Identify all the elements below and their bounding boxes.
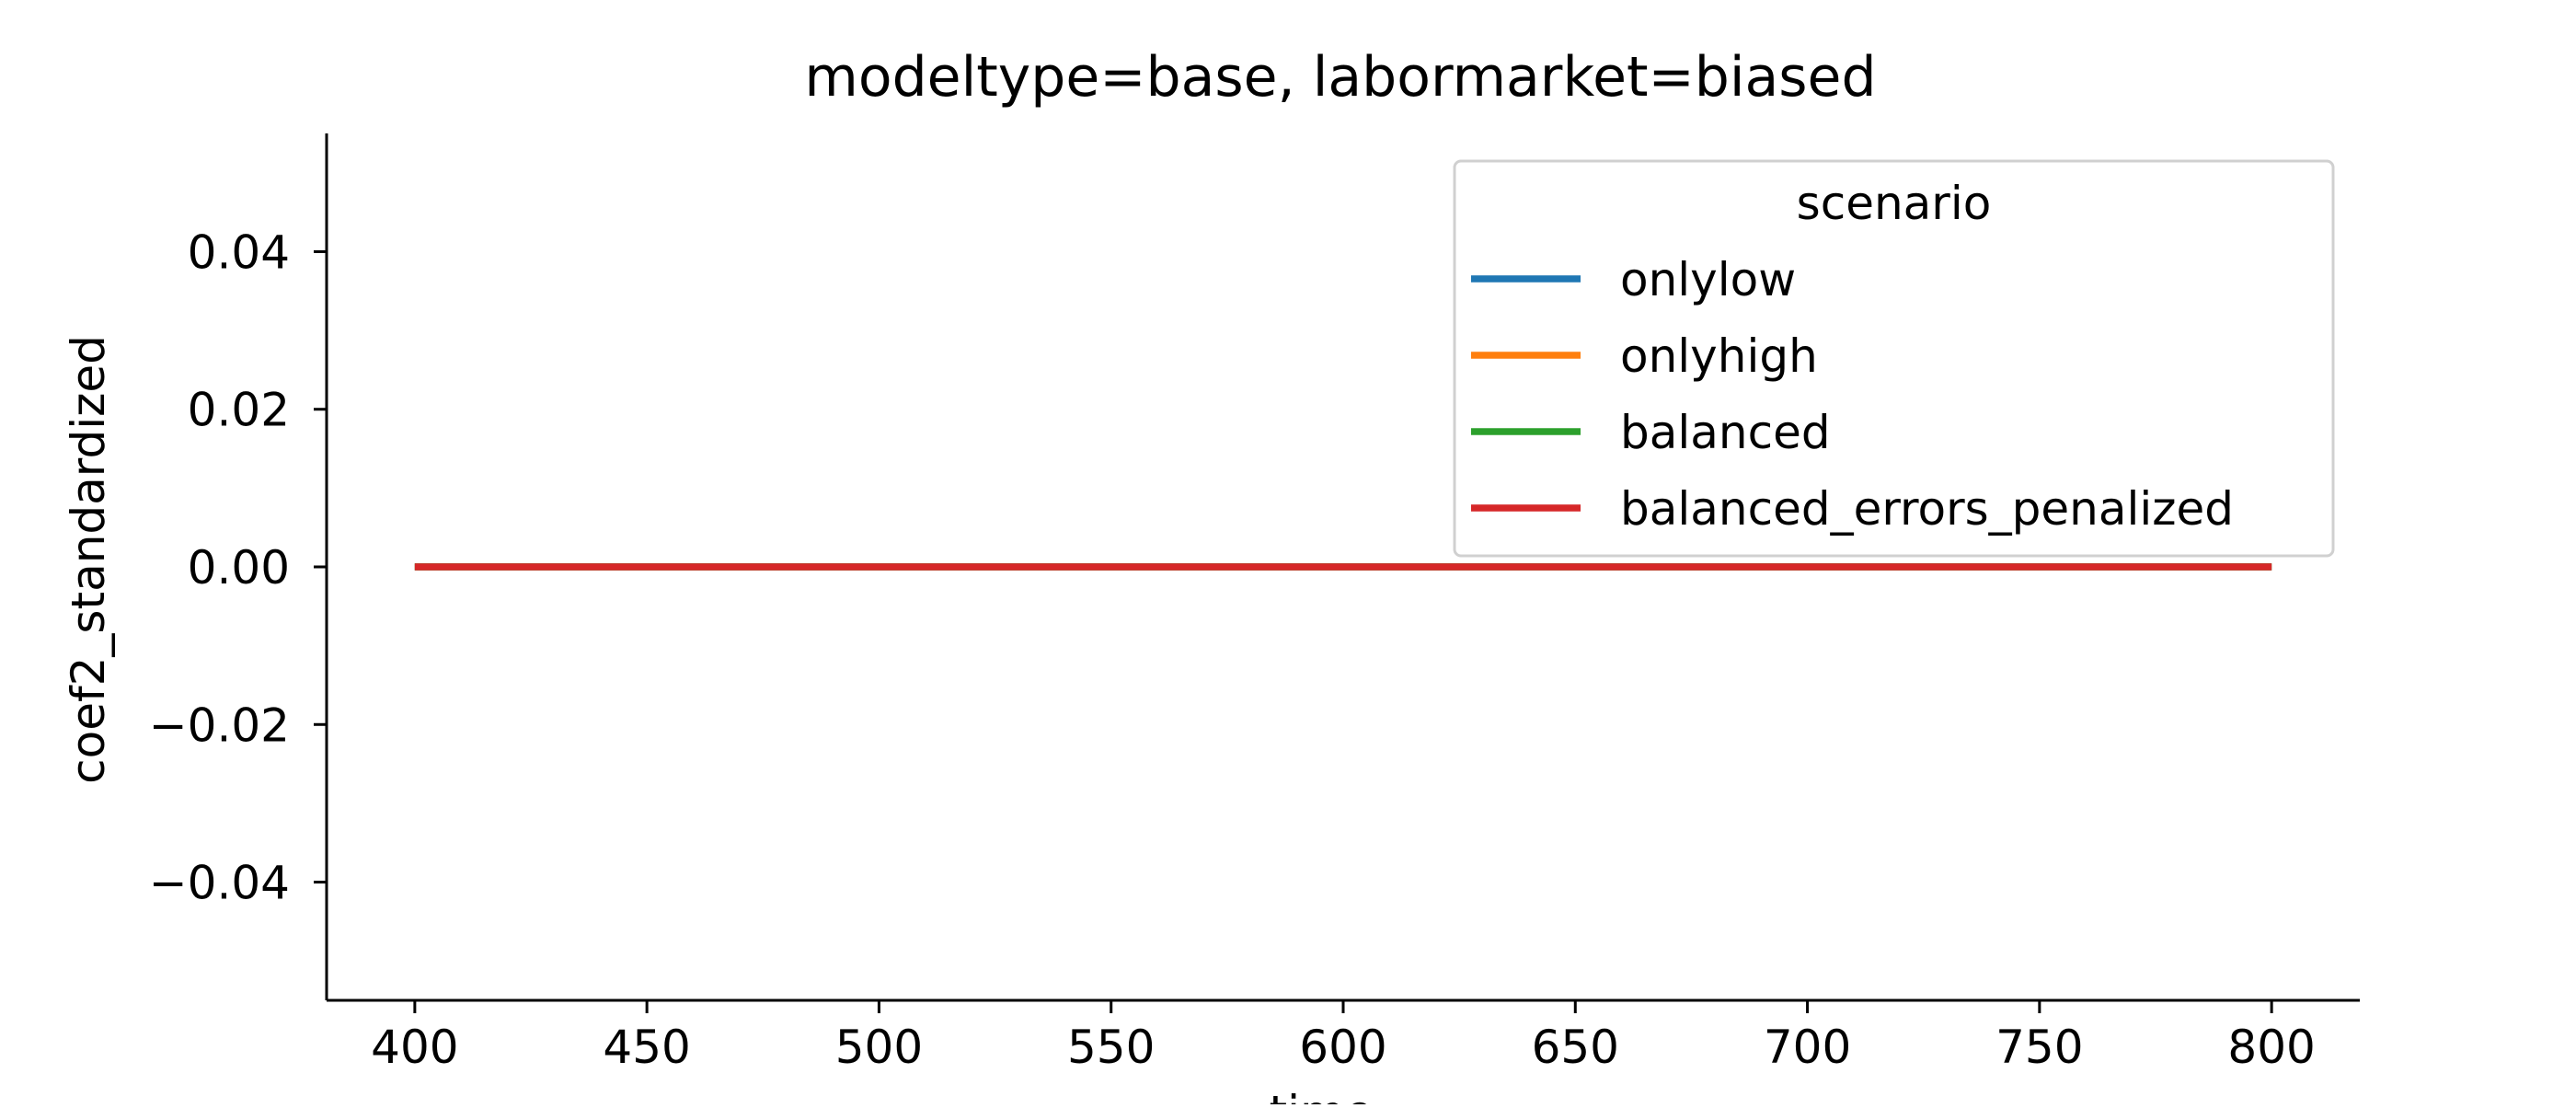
- legend-label-balanced: balanced: [1620, 406, 1831, 459]
- chart-title: modeltype=base, labormarket=biased: [804, 45, 1876, 110]
- x-tick-label: 750: [1995, 1021, 2083, 1074]
- x-tick-label: 550: [1067, 1021, 1155, 1074]
- plot-area: 400 450 500 550 600 650 700 750 800 0.04 0.02 0.00 −…: [149, 133, 2360, 1074]
- x-tick-label: 800: [2227, 1021, 2315, 1074]
- y-tick-label: 0.04: [188, 225, 290, 279]
- y-tick-label: 0.02: [188, 384, 290, 437]
- x-tick-label: 400: [371, 1021, 458, 1074]
- x-tick-label: 650: [1532, 1021, 1619, 1074]
- x-tick-label: 600: [1299, 1021, 1386, 1074]
- y-tick-label: 0.00: [188, 541, 290, 594]
- x-tick-label: 500: [835, 1021, 923, 1074]
- legend-box: [1453, 159, 2335, 558]
- legend-label-onlyhigh: onlyhigh: [1620, 329, 1818, 383]
- legend-title: scenario: [1797, 177, 1992, 230]
- legend-label-onlylow: onlylow: [1620, 253, 1796, 306]
- legend-label-balanced-errors-penalized: balanced_errors_penalized: [1620, 482, 2234, 536]
- x-axis-label: time: [1270, 1086, 1374, 1104]
- x-tick-label: 700: [1764, 1021, 1851, 1074]
- y-tick-label: −0.02: [149, 698, 290, 752]
- y-axis-label: coef2_standardized: [62, 335, 115, 784]
- y-tick-label: −0.04: [149, 857, 290, 910]
- x-tick-label: 450: [603, 1021, 690, 1074]
